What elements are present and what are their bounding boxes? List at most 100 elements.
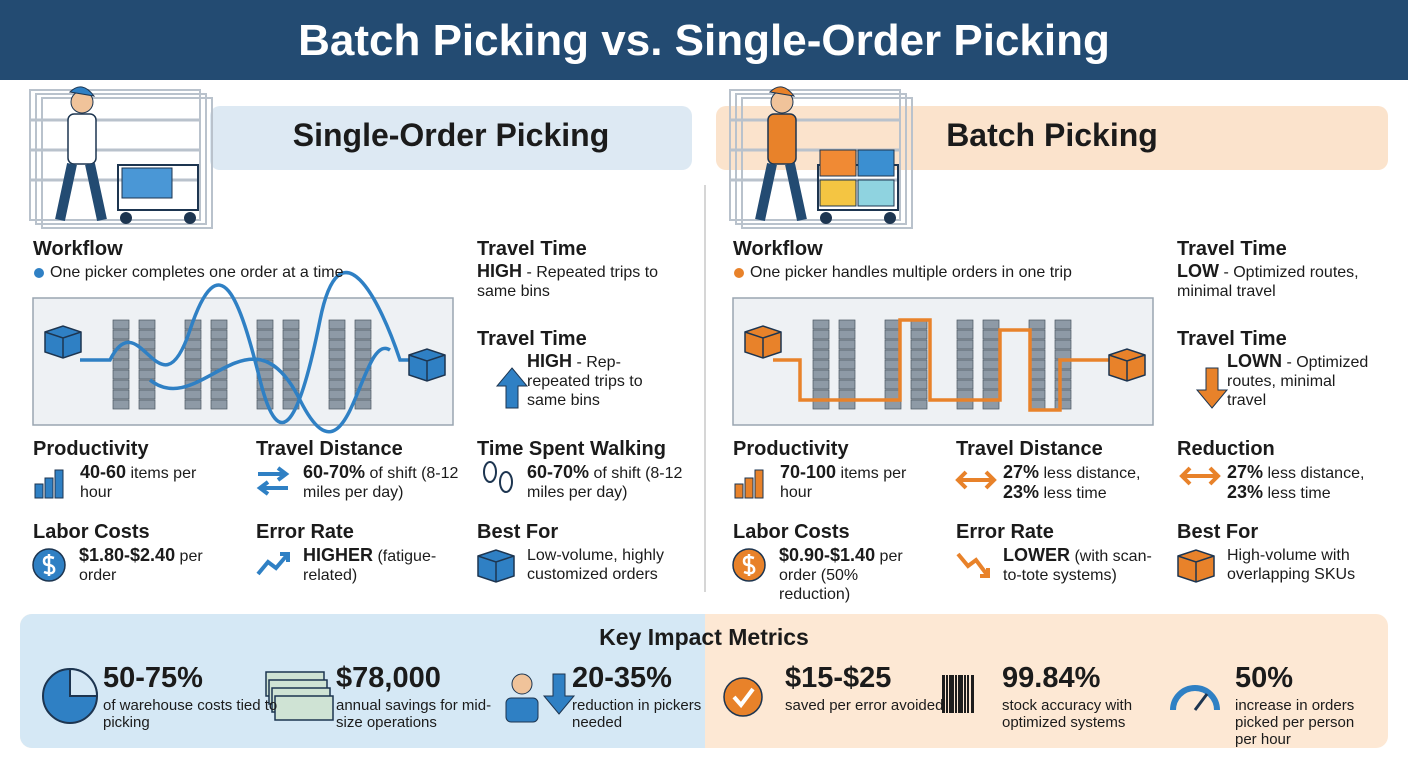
rack-cell (910, 379, 928, 390)
rack-cell (812, 319, 830, 330)
rack-cell (956, 349, 974, 360)
icon-part (1195, 367, 1229, 409)
tote (819, 179, 857, 207)
icon-part (723, 677, 763, 717)
metric-big-value: 20-35% (572, 662, 672, 694)
metric-label: Travel Distance (256, 438, 403, 460)
icon-part (732, 687, 755, 709)
rack-cell (910, 359, 928, 370)
metric-value: 27% (1003, 462, 1040, 482)
rack-cell (282, 329, 300, 340)
metric-value: HIGHER (303, 545, 374, 565)
metric-detail: items per hour (80, 465, 197, 501)
metric-text: Low-volume, highly customized orders (527, 546, 687, 584)
rack-cell (328, 369, 346, 380)
rack-cell (982, 349, 1000, 360)
metric-detail: - Optimized routes, minimal travel (1227, 354, 1369, 409)
icon-part (956, 552, 990, 578)
metric-description: increase in orders picked per person per… (1235, 697, 1355, 748)
bullet (34, 268, 44, 278)
metric-value: 60-70% (303, 462, 366, 482)
rack-cell (956, 359, 974, 370)
icon-part (951, 675, 954, 713)
rack-cell (210, 379, 228, 390)
icon-part (742, 554, 756, 576)
icon-part (258, 466, 290, 482)
icon-part (1170, 685, 1220, 711)
rack-cell (256, 329, 274, 340)
icon-part (256, 480, 288, 496)
icon-part (1108, 354, 1146, 381)
icon-part (44, 477, 54, 499)
metric-label: Productivity (33, 438, 149, 460)
metric-label: Time Spent Walking (477, 438, 666, 460)
icon-part (499, 471, 513, 493)
rack-cell (184, 349, 202, 360)
rack (729, 89, 901, 221)
rack-cell (1054, 399, 1072, 410)
metric-value: HIGH (477, 261, 522, 281)
rack-cell (282, 359, 300, 370)
metric-text: HIGH - Rep- repeated trips to same bins (527, 352, 677, 410)
metric-big-value: 99.84% (1002, 662, 1101, 694)
rack-cell (838, 379, 856, 390)
icon-part (744, 477, 754, 499)
tote (857, 149, 895, 177)
rack-cell (910, 389, 928, 400)
rack-cell (982, 369, 1000, 380)
rack-cell (256, 379, 274, 390)
worker-cap (68, 86, 96, 97)
icon-part (274, 695, 334, 721)
rack-cell (354, 319, 372, 330)
cart-wheel (820, 212, 832, 224)
metric-text: 70-100 items per hour (780, 463, 930, 502)
icon-part (942, 675, 945, 713)
rack-cell (956, 379, 974, 390)
rack-cell (838, 319, 856, 330)
metric-detail: - Repeated trips to same bins (477, 264, 659, 300)
metric-value: 27% (1227, 462, 1264, 482)
rack-cell (1054, 339, 1072, 350)
rack (41, 97, 213, 229)
rack-cell (1028, 319, 1046, 330)
rack-cell (354, 399, 372, 410)
rack-cell (328, 399, 346, 410)
rack-cell (812, 369, 830, 380)
metric-text: LOWER (with scan-to-tote systems) (1003, 546, 1153, 585)
rack-cell (1054, 349, 1072, 360)
rack-cell (138, 359, 156, 370)
rack-cell (812, 349, 830, 360)
rack-cell (354, 339, 372, 350)
rack (735, 93, 907, 225)
rack-cell (328, 339, 346, 350)
rack-cell (838, 349, 856, 360)
route-path (773, 318, 1110, 412)
rack-cell (838, 339, 856, 350)
rack-cell (138, 369, 156, 380)
rack-cell (138, 319, 156, 330)
metric-label: Labor Costs (733, 521, 850, 543)
rack-cell (1054, 329, 1072, 340)
metric-text: HIGHER (fatigue-related) (303, 546, 453, 585)
metric-detail: - Optimized routes, minimal travel (1177, 264, 1359, 300)
metric-text: 60-70% of shift (8-12 miles per day) (303, 463, 468, 502)
metric-label: Travel Time (1177, 328, 1287, 350)
metric-value: 70-100 (780, 462, 837, 482)
rack-cell (910, 329, 928, 340)
icon-part (744, 331, 782, 358)
metric-detail: Low-volume, highly customized orders (527, 547, 664, 583)
icon-part (1193, 693, 1209, 711)
route-path (80, 271, 410, 434)
section-heading: Batch Picking (946, 117, 1158, 153)
rack-cell (982, 329, 1000, 340)
icon-part (955, 675, 957, 713)
rack-cell (982, 319, 1000, 330)
bullet (734, 268, 744, 278)
metric-description: reduction in pickers needed (572, 697, 702, 731)
metric-big-value: $15-$25 (785, 662, 892, 694)
metric-value: 23% (1003, 482, 1040, 502)
metric-text: $0.90-$1.40 per order (50% reduction) (779, 546, 929, 604)
metric-text: 60-70% of shift (8-12 miles per day) (527, 463, 692, 502)
rack-cell (328, 329, 346, 340)
